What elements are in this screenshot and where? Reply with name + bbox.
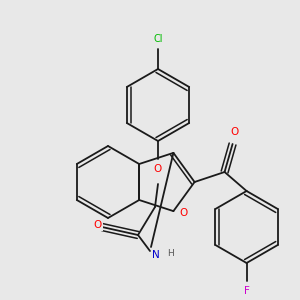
Text: F: F <box>244 286 250 296</box>
Text: O: O <box>154 164 162 174</box>
Text: O: O <box>94 220 102 230</box>
Text: Cl: Cl <box>153 34 163 44</box>
Text: O: O <box>179 208 188 218</box>
Text: O: O <box>230 127 239 137</box>
Text: N: N <box>152 250 160 260</box>
Text: H: H <box>167 248 173 257</box>
